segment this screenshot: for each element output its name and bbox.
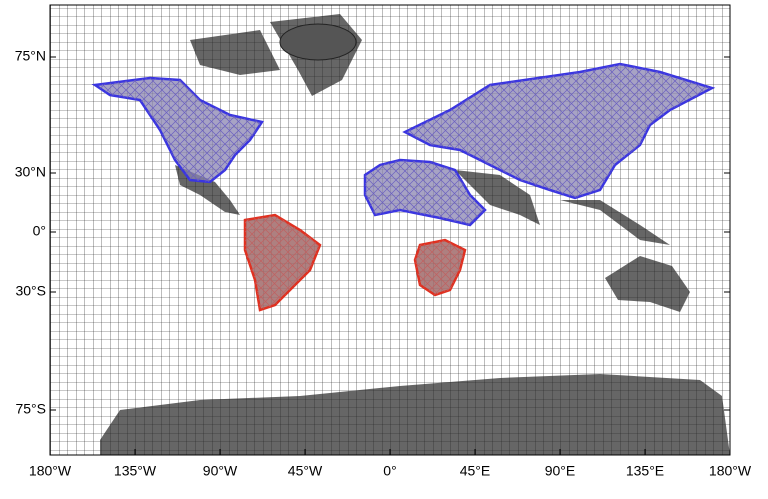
y-axis-label: 30°S xyxy=(15,283,46,299)
x-axis-label: 135°W xyxy=(114,463,157,479)
x-axis-label: 45°W xyxy=(288,463,323,479)
pole-cluster xyxy=(279,23,357,61)
y-axis-label: 30°N xyxy=(15,164,46,180)
map-area xyxy=(50,5,730,455)
x-axis-label: 180°W xyxy=(709,463,752,479)
x-axis-label: 90°E xyxy=(545,463,576,479)
x-axis-label: 180°W xyxy=(29,463,72,479)
y-axis-label: 75°S xyxy=(15,401,46,417)
x-axis-label: 45°E xyxy=(460,463,491,479)
y-axis-label: 0° xyxy=(33,223,46,239)
blue-hatch xyxy=(95,64,712,225)
x-axis-label: 0° xyxy=(383,463,396,479)
red-hatch xyxy=(245,215,465,310)
y-axis-label: 75°N xyxy=(15,48,46,64)
x-axis-label: 90°W xyxy=(203,463,238,479)
x-axis-label: 135°E xyxy=(626,463,664,479)
